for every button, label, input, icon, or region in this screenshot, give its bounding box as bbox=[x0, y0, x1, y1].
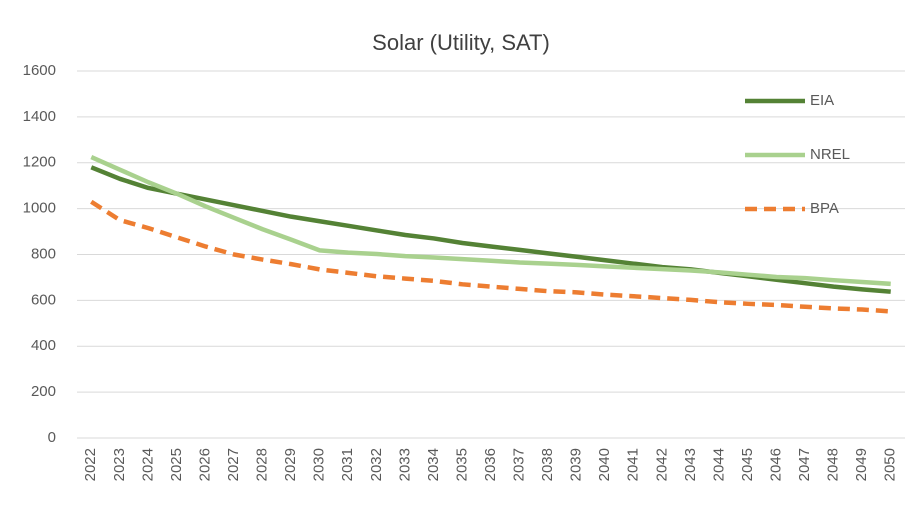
x-tick-label: 2048 bbox=[825, 448, 842, 481]
x-tick-label: 2035 bbox=[453, 448, 470, 481]
y-tick-label: 800 bbox=[31, 245, 56, 262]
x-tick-label: 2043 bbox=[682, 448, 699, 481]
x-tick-label: 2045 bbox=[739, 448, 756, 481]
x-tick-label: 2040 bbox=[596, 448, 613, 481]
x-tick-label: 2027 bbox=[225, 448, 242, 481]
legend-label: BPA bbox=[810, 200, 839, 217]
x-tick-label: 2037 bbox=[511, 448, 528, 481]
x-tick-label: 2049 bbox=[853, 448, 870, 481]
series-line bbox=[90, 199, 891, 314]
legend-label: EIA bbox=[810, 92, 834, 109]
x-tick-label: 2028 bbox=[254, 448, 271, 481]
chart-title: Solar (Utility, SAT) bbox=[372, 30, 550, 55]
x-tick-label: 2030 bbox=[311, 448, 328, 481]
x-tick-label: 2050 bbox=[882, 448, 899, 481]
y-tick-label: 1200 bbox=[23, 154, 56, 171]
x-tick-label: 2033 bbox=[396, 448, 413, 481]
x-tick-label: 2041 bbox=[625, 448, 642, 481]
y-tick-label: 1000 bbox=[23, 200, 56, 217]
x-tick-label: 2026 bbox=[196, 448, 213, 481]
x-tick-label: 2024 bbox=[139, 448, 156, 481]
x-tick-label: 2044 bbox=[710, 448, 727, 481]
x-tick-label: 2038 bbox=[539, 448, 556, 481]
y-tick-label: 0 bbox=[48, 429, 56, 446]
x-tick-label: 2023 bbox=[111, 448, 128, 481]
x-tick-label: 2047 bbox=[796, 448, 813, 481]
x-tick-label: 2034 bbox=[425, 448, 442, 481]
y-tick-label: 400 bbox=[31, 337, 56, 354]
x-tick-label: 2031 bbox=[339, 448, 356, 481]
x-tick-label: 2036 bbox=[482, 448, 499, 481]
x-tick-label: 2025 bbox=[168, 448, 185, 481]
x-tick-label: 2022 bbox=[82, 448, 99, 481]
legend-label: NREL bbox=[810, 146, 850, 163]
x-tick-label: 2042 bbox=[653, 448, 670, 481]
x-tick-label: 2029 bbox=[282, 448, 299, 481]
y-tick-label: 600 bbox=[31, 291, 56, 308]
x-tick-label: 2046 bbox=[767, 448, 784, 481]
y-tick-label: 1400 bbox=[23, 108, 56, 125]
x-tick-label: 2032 bbox=[368, 448, 385, 481]
x-tick-label: 2039 bbox=[568, 448, 585, 481]
series-line bbox=[90, 154, 891, 287]
y-tick-label: 200 bbox=[31, 383, 56, 400]
y-tick-label: 1600 bbox=[23, 62, 56, 79]
